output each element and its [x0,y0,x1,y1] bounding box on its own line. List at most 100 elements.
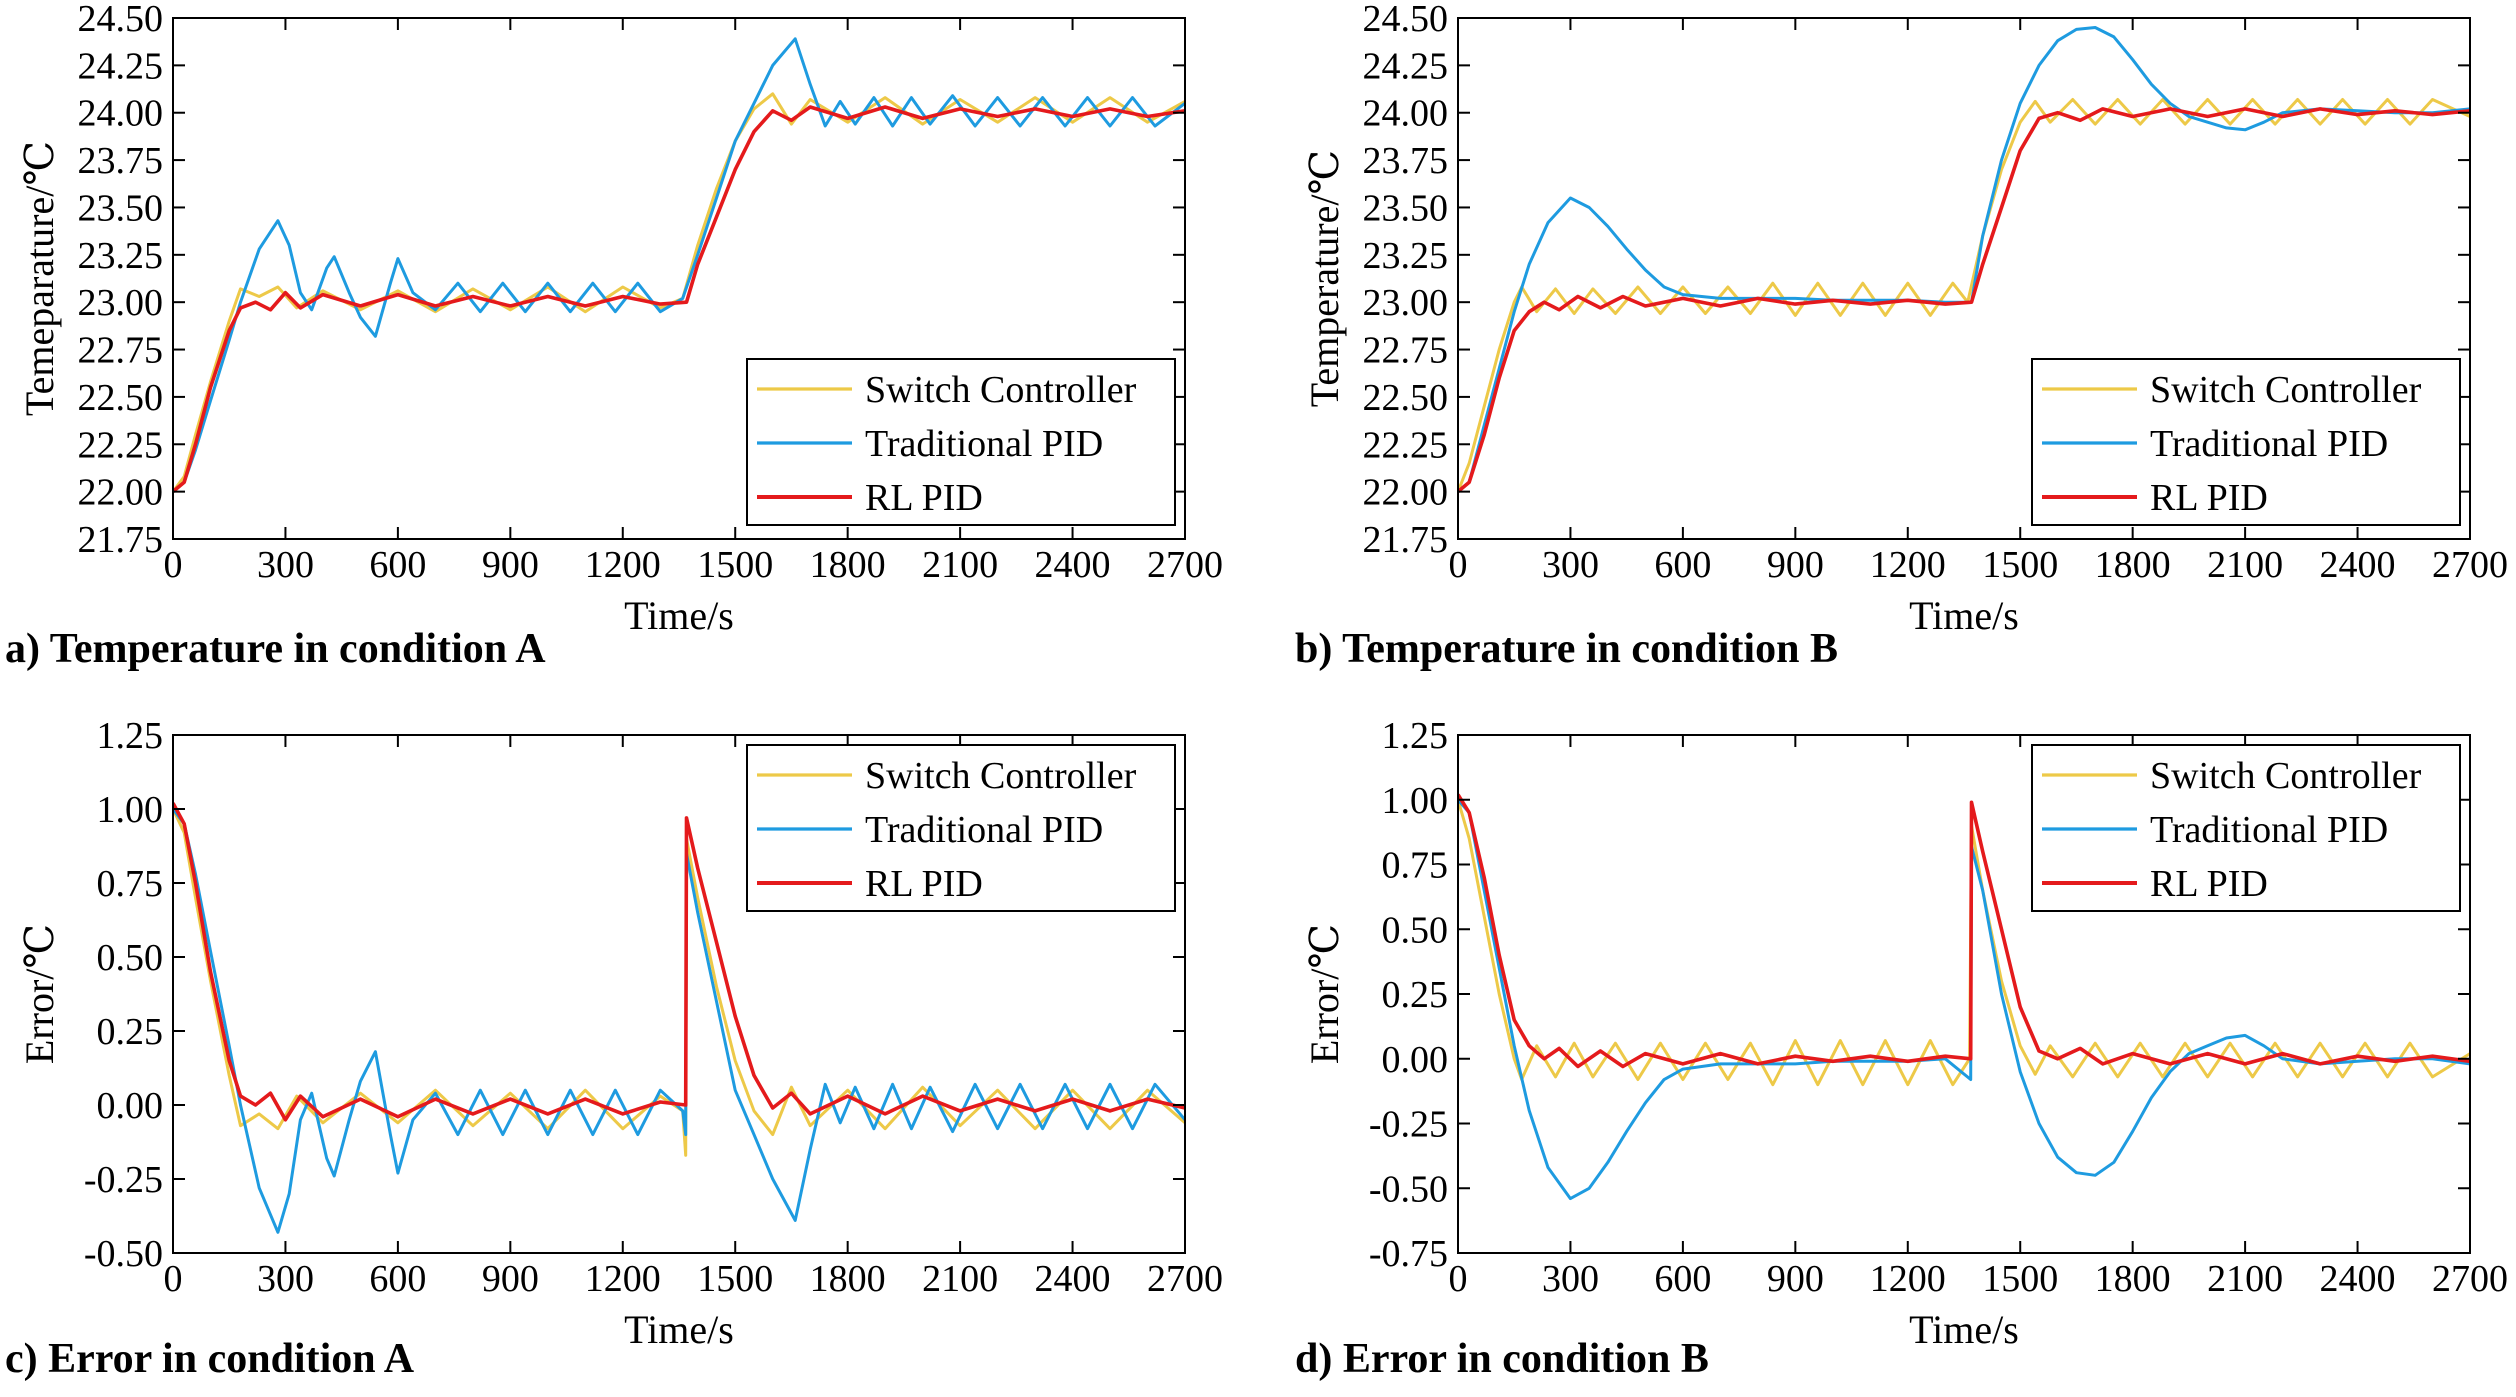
x-tick-label: 2100 [922,544,998,586]
legend-entry: RL PID [865,863,983,905]
x-tick-label: 1800 [810,1258,886,1300]
x-tick-label: 600 [369,544,426,586]
y-tick-label: 0.00 [1382,1039,1449,1081]
y-tick-label: 22.50 [78,377,164,419]
y-tick-label: 1.00 [1382,780,1449,822]
x-tick-label: 1800 [2095,1258,2171,1300]
y-tick-label: 24.50 [1363,0,1449,40]
x-tick-label: 2100 [2207,1258,2283,1300]
y-tick-label: 0.75 [97,863,164,905]
y-tick-label: 24.00 [1363,93,1449,135]
panel-caption: d) Error in condition B [1295,1336,1709,1382]
y-tick-label: 23.00 [1363,282,1449,324]
y-axis-label: Error/℃ [17,924,62,1064]
x-tick-label: 600 [369,1258,426,1300]
y-tick-label: 1.25 [97,715,164,757]
x-tick-label: 300 [1542,544,1599,586]
x-tick-label: 600 [1654,544,1711,586]
y-tick-label: 0.50 [97,937,164,979]
y-tick-label: 21.75 [78,519,164,561]
plot-frame [1457,17,2471,540]
x-tick-label: 1500 [1982,1258,2058,1300]
x-tick-label: 1200 [1870,1258,1946,1300]
y-tick-label: 0.75 [1382,845,1449,887]
y-axis-label: Temeparature/℃ [17,141,62,416]
y-tick-label: 24.00 [78,93,164,135]
y-tick-label: 22.00 [78,472,164,514]
y-tick-label: 23.75 [78,140,164,182]
series-line-rl-pid [1458,793,2470,1069]
y-tick-label: 1.25 [1382,715,1449,757]
legend-entry: Switch Controller [865,755,1137,797]
chart-panel-d: 0 300 600 900 1200 1500 1800 2100 2400 2700 -0.75 -… [1295,715,2508,1382]
y-tick-label: -0.25 [84,1159,163,1201]
y-tick-label: 21.75 [1363,519,1449,561]
x-tick-label: 2700 [2432,544,2508,586]
y-tick-label: 22.25 [1363,424,1449,466]
x-tick-label: 1200 [1870,544,1946,586]
legend-entry: Switch Controller [2150,369,2422,411]
plot-frame [172,17,1186,540]
y-tick-label: 23.00 [78,282,164,324]
y-tick-label: 0.25 [97,1011,164,1053]
y-tick-label: 24.25 [1363,45,1449,87]
x-tick-label: 1800 [2095,544,2171,586]
legend-entry: RL PID [2150,477,2268,519]
x-tick-label: 1500 [697,1258,773,1300]
y-tick-label: 24.25 [78,45,164,87]
legend-entry: Switch Controller [2150,755,2422,797]
y-tick-label: 23.25 [78,235,164,277]
x-tick-label: 300 [257,544,314,586]
y-tick-label: 23.50 [1363,187,1449,229]
x-tick-label: 900 [1767,1258,1824,1300]
panel-caption: b) Temperature in condition B [1295,626,1838,672]
chart-panel-a: 0 300 600 900 1200 1500 1800 2100 2400 2700 21.75 2… [5,0,1223,672]
y-tick-label: 0.25 [1382,974,1449,1016]
x-tick-label: 2100 [2207,544,2283,586]
x-tick-label: 2400 [1035,1258,1111,1300]
x-tick-label: 0 [164,1258,183,1300]
x-tick-label: 2700 [2432,1258,2508,1300]
legend-entry: Switch Controller [865,369,1137,411]
legend: Switch Controller Traditional PID RL PID [746,358,1176,526]
legend-entry: Traditional PID [865,423,1103,465]
x-axis-label: Time/s [624,593,734,638]
y-tick-label: 23.25 [1363,235,1449,277]
y-tick-label: -0.75 [1369,1233,1448,1275]
chart-panel-b: 0 300 600 900 1200 1500 1800 2100 2400 2700 21.75 2… [1295,0,2508,672]
x-axis-label: Time/s [624,1307,734,1352]
x-tick-label: 2700 [1147,544,1223,586]
x-tick-label: 0 [1449,1258,1468,1300]
x-tick-label: 300 [1542,1258,1599,1300]
series-line-traditional-pid [1458,26,2470,493]
panel-caption: c) Error in condition A [5,1336,415,1382]
x-tick-label: 900 [1767,544,1824,586]
series-line-switch-controller [1458,799,2470,1087]
y-tick-label: 22.25 [78,424,164,466]
x-tick-label: 2100 [922,1258,998,1300]
legend: Switch Controller Traditional PID RL PID [2031,358,2461,526]
y-tick-label: 22.00 [1363,472,1449,514]
y-tick-label: -0.50 [84,1233,163,1275]
legend-entry: Traditional PID [2150,423,2388,465]
y-tick-label: 1.00 [97,789,164,831]
series-line-rl-pid [173,105,1185,493]
series-line-switch-controller [173,92,1185,493]
legend: Switch Controller Traditional PID RL PID [746,744,1176,912]
x-tick-label: 1800 [810,544,886,586]
y-axis-label: Error/℃ [1302,924,1347,1064]
x-tick-label: 2400 [1035,544,1111,586]
y-tick-label: 23.50 [78,187,164,229]
x-tick-label: 1500 [697,544,773,586]
legend-entry: RL PID [2150,863,2268,905]
x-tick-label: 0 [164,544,183,586]
series-line-rl-pid [1458,107,2470,493]
panel-caption: a) Temperature in condition A [5,626,546,672]
y-tick-label: 0.00 [97,1085,164,1127]
y-tick-label: -0.50 [1369,1168,1448,1210]
y-tick-label: 0.50 [1382,909,1449,951]
x-tick-label: 300 [257,1258,314,1300]
legend-entry: RL PID [865,477,983,519]
x-axis-label: Time/s [1909,593,2019,638]
